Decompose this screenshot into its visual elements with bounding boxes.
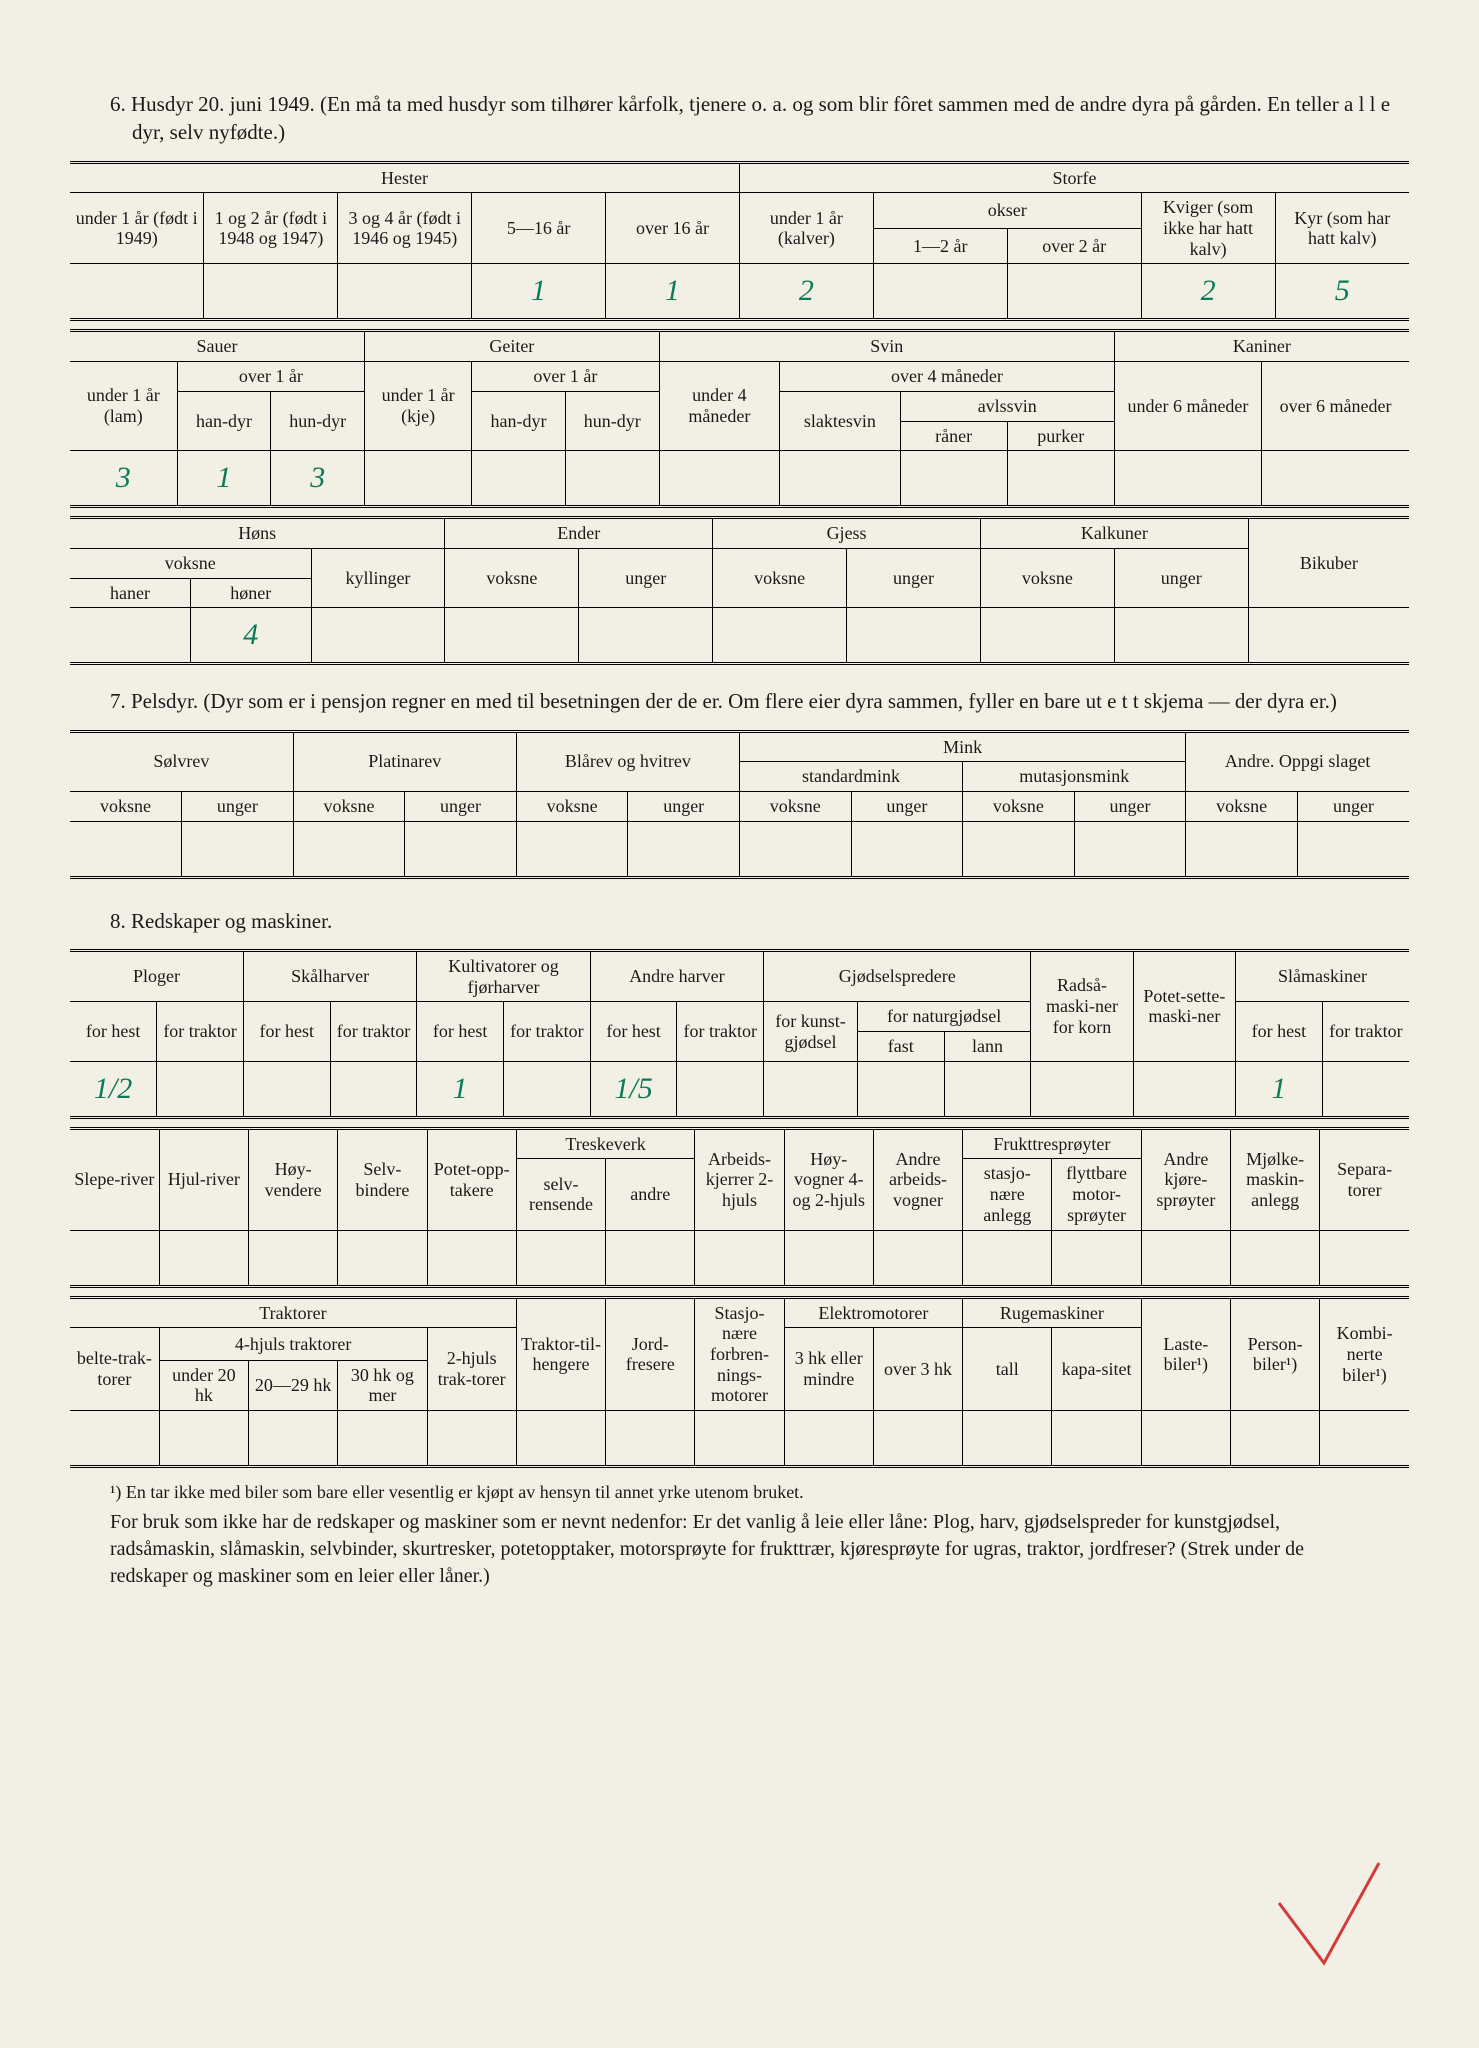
okser: okser [873, 193, 1141, 229]
row-redskaper-2 [70, 1230, 1409, 1286]
h-5-16: 5—16 år [472, 193, 606, 264]
ok-1-2: 1—2 år [873, 228, 1007, 264]
s-u1: under 1 år (kalver) [739, 193, 873, 264]
section8-heading: 8. Redskaper og maskiner. [110, 907, 1409, 935]
table-redskaper-1: Ploger Skålharver Kultivatorer og fjørha… [70, 949, 1409, 1119]
census-form-page: 6. Husdyr 20. juni 1949. (En må ta med h… [0, 0, 1479, 2048]
row-hons: 4 [70, 608, 1409, 664]
h-3-4: 3 og 4 år (født i 1946 og 1945) [338, 193, 472, 264]
section6-heading: 6. Husdyr 20. juni 1949. (En må ta med h… [110, 90, 1409, 147]
row-hester-storfe: 1 1 2 2 5 [70, 264, 1409, 320]
footnote: ¹) En tar ikke med biler som bare eller … [110, 1482, 1409, 1503]
body-instructions: For bruk som ikke har de redskaper og ma… [110, 1509, 1379, 1590]
h-o16: over 16 år [606, 193, 740, 264]
table-sauer-geiter-svin-kaniner: Sauer Geiter Svin Kaniner under 1 år (la… [70, 329, 1409, 508]
row-pelsdyr [70, 821, 1409, 877]
table-hons-ender: Høns Ender Gjess Kalkuner Bikuber voksne… [70, 516, 1409, 665]
checkmark-icon [1269, 1858, 1389, 1978]
row-redskaper-1: 1/2 1 1/5 1 [70, 1061, 1409, 1117]
storfe-title: Storfe [739, 162, 1409, 193]
row-redskaper-3 [70, 1410, 1409, 1466]
table-redskaper-3: Traktorer Traktor-til-hengere Jord-frese… [70, 1296, 1409, 1468]
table-redskaper-2: Slepe-river Hjul-river Høy-vendere Selv-… [70, 1127, 1409, 1288]
section7-heading: 7. Pelsdyr. (Dyr som er i pensjon regner… [110, 687, 1409, 715]
h-1-2: 1 og 2 år (født i 1948 og 1947) [204, 193, 338, 264]
hester-title: Hester [70, 162, 739, 193]
kyr: Kyr (som har hatt kalv) [1275, 193, 1409, 264]
kviger: Kviger (som ikke har hatt kalv) [1141, 193, 1275, 264]
table-hester-storfe: Hester Storfe under 1 år (født i 1949) 1… [70, 161, 1409, 322]
h-u1: under 1 år (født i 1949) [70, 193, 204, 264]
ok-o2: over 2 år [1007, 228, 1141, 264]
row-sauer: 3 1 3 [70, 451, 1409, 507]
table-pelsdyr: Sølvrev Platinarev Blårev og hvitrev Min… [70, 730, 1409, 879]
